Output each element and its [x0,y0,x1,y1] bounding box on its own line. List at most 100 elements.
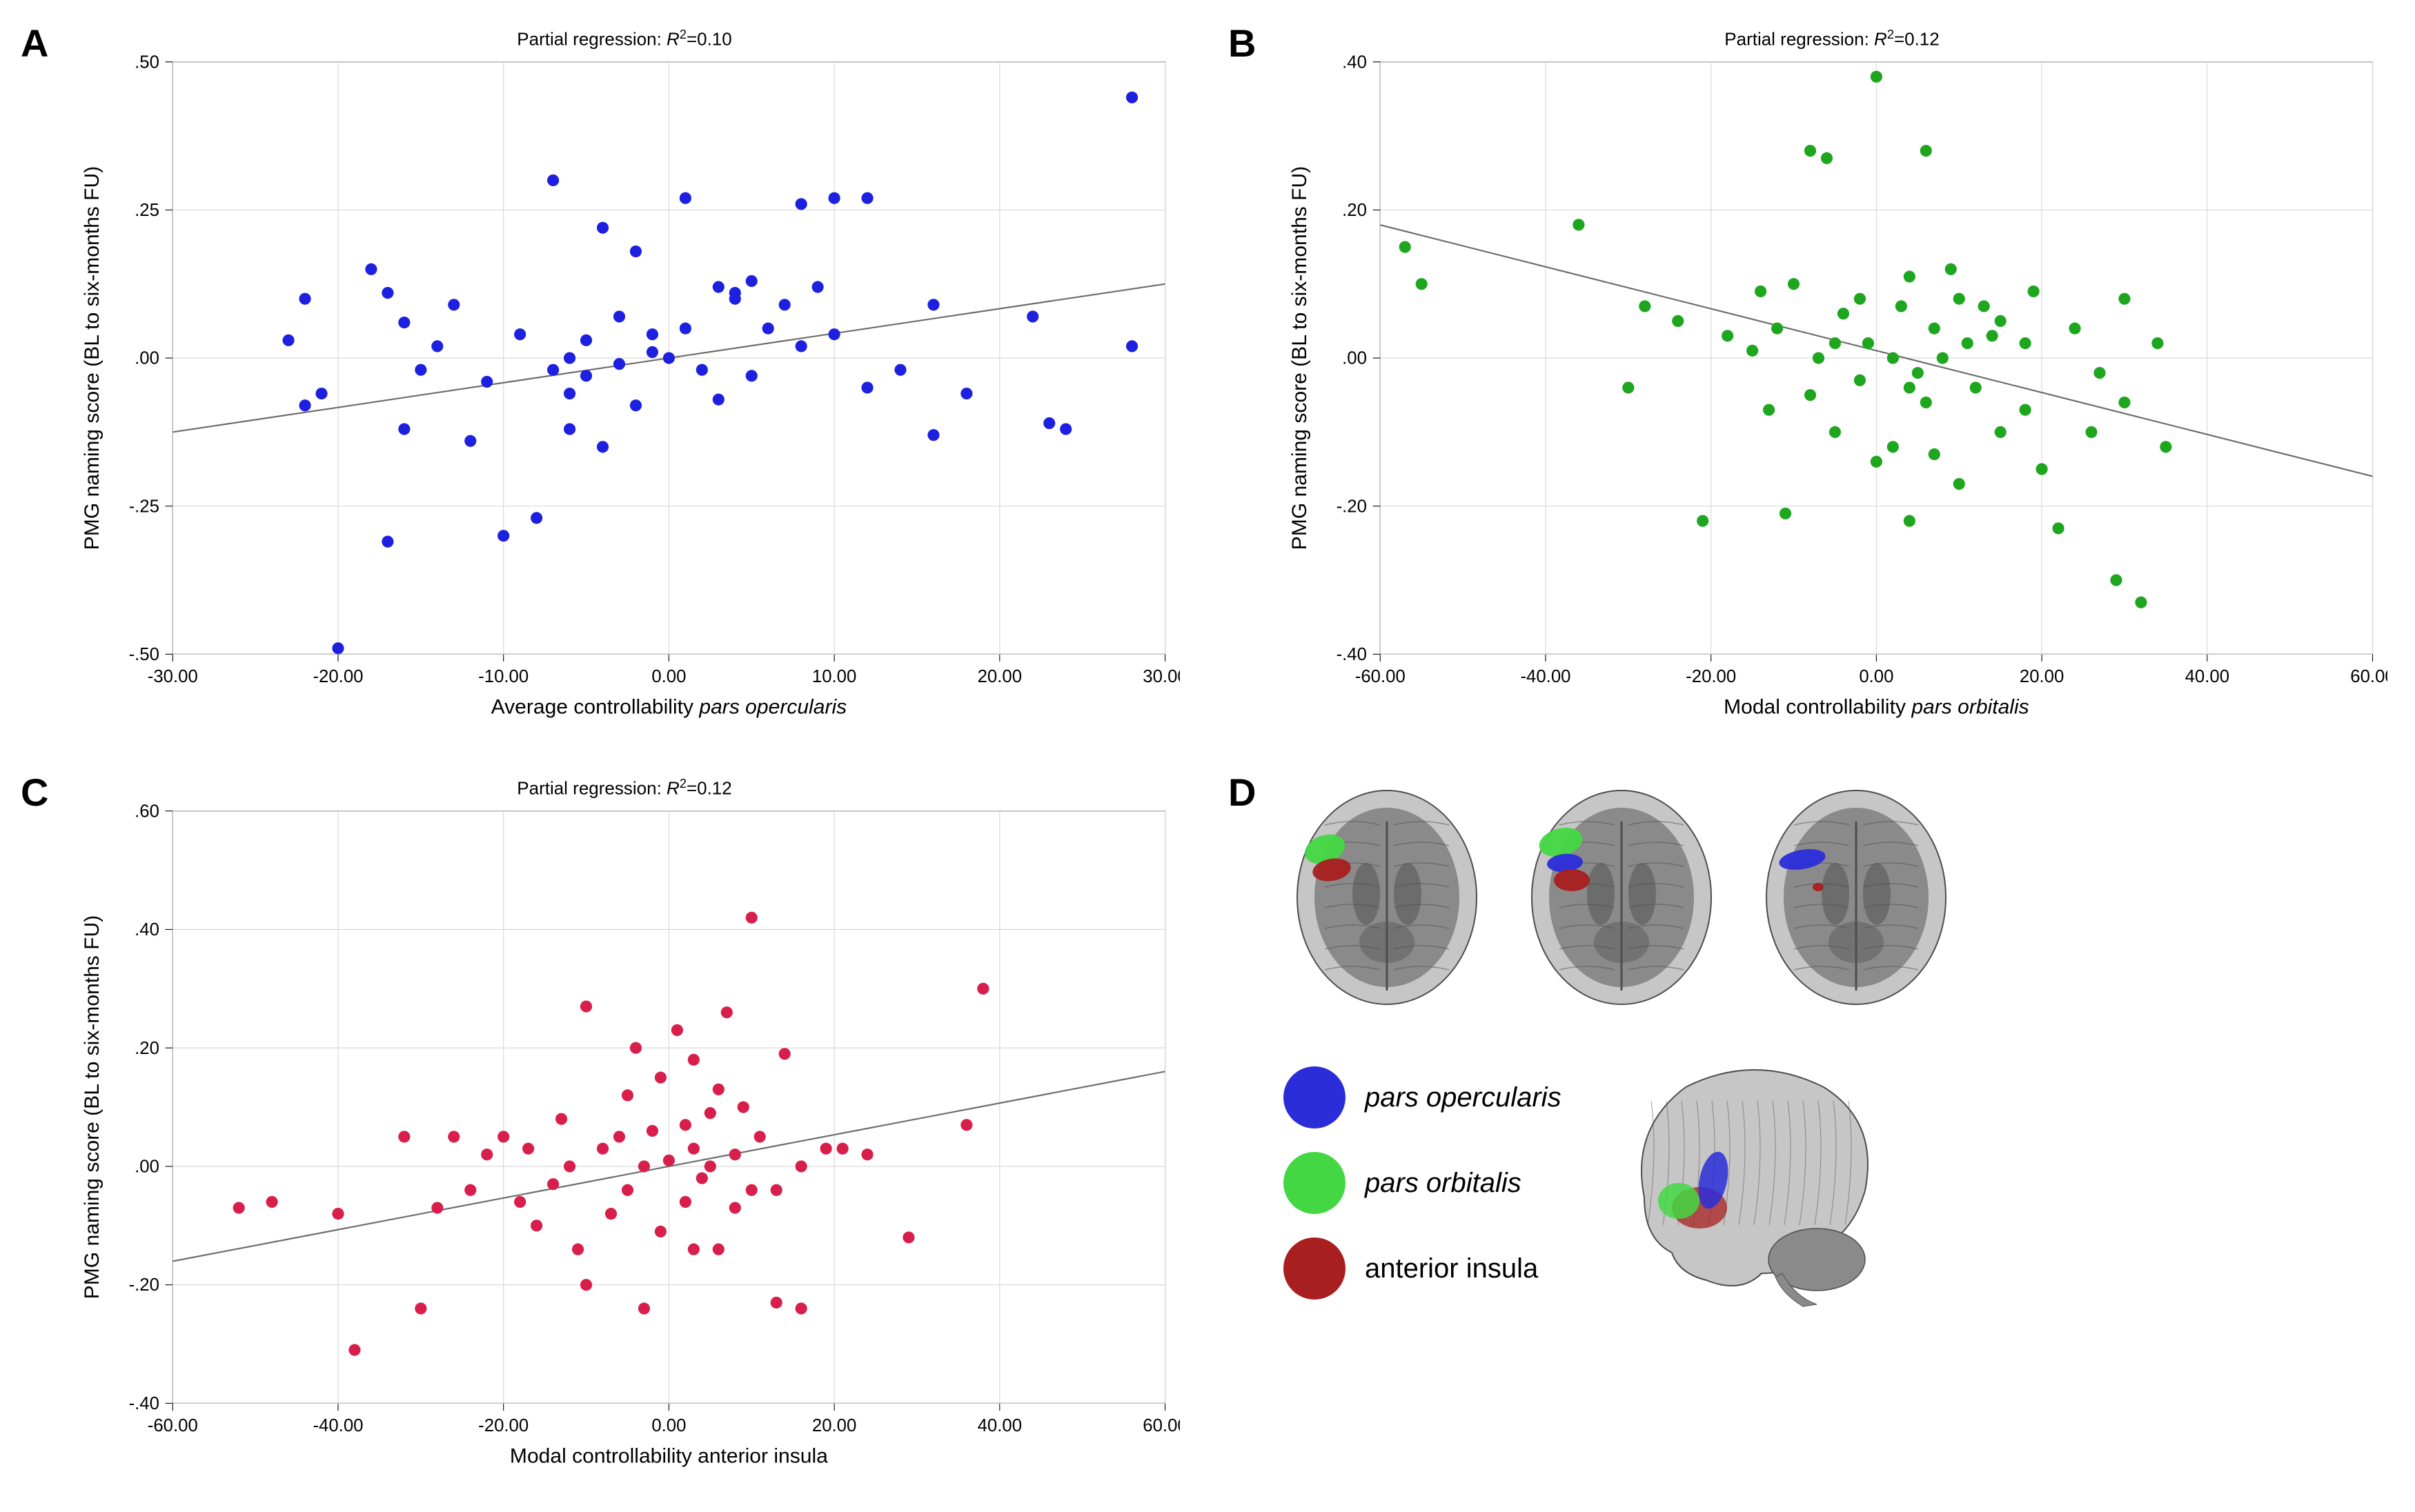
svg-text:-40.00: -40.00 [313,1416,363,1435]
svg-text:-20.00: -20.00 [478,1416,529,1435]
data-point [960,388,972,399]
panel-a-title: Partial regression: R2=0.10 [69,28,1180,50]
data-point [564,352,575,364]
data-point [812,281,824,292]
data-point [729,1202,741,1213]
data-point [547,1178,559,1190]
data-point [1829,426,1841,437]
data-point [977,983,989,995]
data-point [837,1142,849,1154]
data-point [580,334,592,346]
data-point [448,299,460,310]
data-point [638,1160,650,1172]
panel-c: C Partial regression: R2=0.12 -60.00-40.… [28,777,1180,1484]
data-point [514,1196,526,1208]
data-point [779,299,791,310]
data-point [2135,596,2147,608]
svg-text:-.20: -.20 [1337,497,1367,516]
svg-text:-20.00: -20.00 [313,667,363,686]
data-point [2110,574,2122,586]
data-point [1887,441,1899,452]
svg-text:.20: .20 [1342,201,1367,220]
data-point [1904,381,1915,393]
data-point [431,340,443,352]
data-point [398,317,410,328]
panel-a: A Partial regression: R2=0.10 -30.00-20.… [28,28,1180,735]
data-point [547,364,559,375]
data-point [696,1172,708,1184]
data-point [1904,515,1915,526]
data-point [713,393,724,405]
svg-text:.25: .25 [135,201,159,220]
svg-text:-20.00: -20.00 [1686,667,1736,686]
panel-d: D pars opercularis pars orbitalis [1235,777,2387,1484]
data-point [464,435,476,446]
svg-text:-.40: -.40 [129,1394,159,1413]
svg-text:.20: .20 [135,1039,159,1058]
svg-text:-60.00: -60.00 [1355,667,1406,686]
data-point [597,221,609,233]
data-point [1912,367,1924,379]
panel-d-body: pars opercularis pars orbitalis anterior… [1235,777,2387,1308]
data-point [1837,308,1849,319]
data-point [1043,417,1055,429]
data-point [820,1142,832,1154]
data-point [580,1279,592,1291]
data-point [597,441,609,452]
data-point [1995,426,2007,437]
data-point [597,1142,609,1154]
data-point [746,911,758,923]
data-point [555,1113,567,1124]
data-point [630,246,642,257]
data-point [398,1131,410,1142]
data-point [1904,270,1915,282]
data-point [861,192,873,203]
data-point [365,263,377,275]
data-point [1126,340,1138,352]
data-point [282,334,294,346]
svg-text:.60: .60 [135,804,159,821]
data-point [671,1024,683,1036]
data-point [1672,315,1684,326]
svg-text:PMG naming score (BL to six-mo: PMG naming score (BL to six-months FU) [1288,166,1311,550]
data-point [2052,522,2064,534]
data-point [1804,145,1816,157]
svg-text:-10.00: -10.00 [478,667,529,686]
data-point [779,1048,791,1060]
brain-legend: pars opercularis pars orbitalis anterior… [1283,1046,1561,1300]
data-point [2093,367,2105,379]
data-point [1970,381,1982,393]
data-point [655,1226,667,1237]
data-point [398,423,410,435]
data-point [382,535,393,547]
svg-text:.00: .00 [1342,348,1367,368]
panel-b: B Partial regression: R2=0.12 -60.00-40.… [1235,28,2387,735]
data-point [1399,241,1411,252]
data-point [332,642,344,654]
data-point [564,1160,575,1172]
data-point [464,1184,476,1195]
data-point [1126,91,1138,103]
data-point [630,399,642,411]
data-point [894,364,906,375]
data-point [960,1119,972,1131]
data-point [1937,352,1949,364]
panel-c-label: C [21,770,48,815]
svg-text:40.00: 40.00 [978,1416,1022,1435]
data-point [1854,374,1866,386]
data-point [1771,322,1783,334]
data-point [2020,337,2031,349]
data-point [481,375,493,387]
data-point [448,1131,460,1142]
data-point [746,1184,758,1195]
data-point [903,1231,914,1243]
data-point [713,1243,724,1255]
data-point [299,292,310,304]
svg-text:-30.00: -30.00 [148,667,198,686]
svg-text:.00: .00 [135,1157,159,1176]
data-point [1987,330,1998,341]
data-point [332,1208,344,1220]
legend-label-anterior-insula: anterior insula [1365,1253,1538,1284]
legend-dot-pars-opercularis-icon [1283,1066,1346,1128]
svg-text:PMG naming score (BL to six-mo: PMG naming score (BL to six-months FU) [81,915,103,1300]
